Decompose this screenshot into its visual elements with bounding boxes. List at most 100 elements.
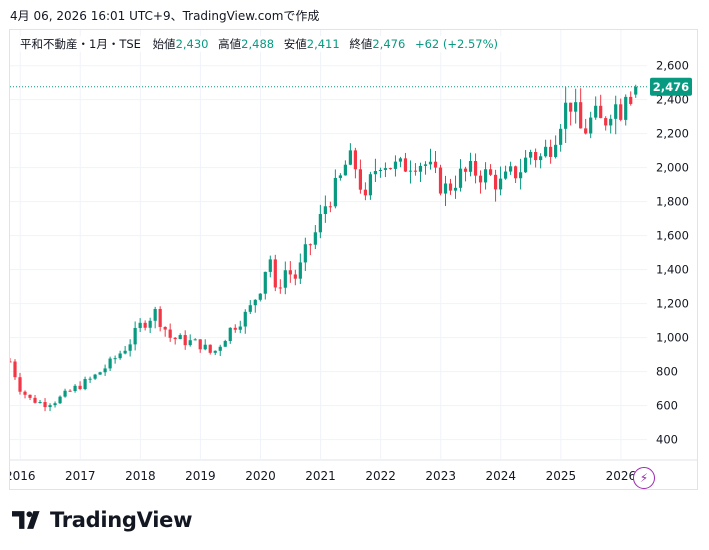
candle-body (539, 156, 543, 161)
candle-body (564, 102, 568, 129)
candle-body (10, 361, 12, 363)
candle-body (98, 372, 102, 375)
legend-symbol: 平和不動産・1月・TSE (20, 37, 141, 51)
x-tick-label: 2024 (485, 469, 516, 483)
candle-body (619, 104, 623, 120)
tradingview-brand[interactable]: TradingView (12, 508, 192, 532)
candle-body (18, 377, 22, 392)
candle-body (288, 270, 292, 275)
candle-body (233, 327, 237, 330)
candle-body (614, 104, 618, 119)
x-tick-label: 2017 (65, 469, 96, 483)
candle-body (343, 164, 347, 176)
candle-body (78, 385, 82, 390)
candle-body (268, 259, 272, 272)
candle-body (398, 158, 403, 162)
x-tick-label: 2022 (365, 469, 396, 483)
x-tick-label: 2025 (546, 469, 577, 483)
candle-body (383, 168, 388, 170)
candle-body (488, 169, 493, 175)
candle-body (498, 178, 503, 190)
x-tick-label: 2016 (10, 469, 35, 483)
legend-high-label: 高値 (218, 37, 242, 51)
legend-close-value: 2,476 (372, 37, 406, 51)
candle-body (599, 105, 603, 119)
legend-open-value: 2,430 (175, 37, 209, 51)
legend-change: +62 (+2.57%) (414, 37, 499, 51)
candle-body (523, 157, 528, 173)
x-tick-label: 2021 (305, 469, 336, 483)
candle-body (253, 299, 257, 306)
candle-body (373, 171, 378, 175)
candle-body (358, 169, 363, 190)
y-tick-label: 2,200 (656, 127, 689, 141)
candle-body (408, 170, 413, 172)
candle-body (518, 172, 523, 179)
last-price-badge (650, 77, 692, 96)
candle-body (308, 244, 312, 246)
candle-body (579, 102, 583, 129)
legend-close-label: 終値 (349, 37, 373, 51)
candle-body (298, 262, 302, 279)
candle-body (133, 327, 137, 345)
events-flash-icon[interactable]: ⚡ (633, 467, 655, 489)
candle-body (554, 144, 558, 157)
candle-body (428, 161, 433, 165)
candle-body (158, 308, 162, 327)
candle-body (173, 337, 177, 340)
candle-body (508, 166, 513, 172)
candle-body (348, 150, 352, 165)
y-tick-label: 1,200 (656, 297, 689, 311)
candle-body (208, 344, 212, 353)
y-tick-label: 800 (656, 365, 678, 379)
candle-body (33, 397, 37, 403)
candle-body (438, 167, 443, 194)
y-tick-label: 1,000 (656, 331, 689, 345)
candle-body (218, 346, 222, 351)
y-tick-label: 2,000 (656, 161, 689, 175)
candle-body (273, 259, 277, 288)
candle-body (198, 339, 202, 350)
candle-body (138, 322, 142, 328)
candle-body (63, 390, 67, 397)
y-tick-label: 1,400 (656, 263, 689, 277)
candle-body (403, 158, 408, 172)
brand-name: TradingView (50, 508, 193, 532)
candle-body (193, 339, 197, 341)
candle-body (468, 161, 473, 172)
candle-body (278, 287, 282, 289)
candle-body (73, 385, 77, 391)
candle-body (604, 118, 608, 126)
candle-body (569, 102, 573, 112)
candlestick-chart[interactable]: 400 600 800 1,000 1,200 1,400 1,600 1,800 2,000 2… (10, 30, 698, 490)
candle-body (143, 322, 147, 328)
last-price-label: 2,476 (653, 80, 689, 94)
candle-body (544, 146, 548, 157)
tradingview-logo-icon (12, 511, 40, 529)
candle-body (293, 274, 297, 279)
candle-body (258, 293, 262, 300)
candle-body (503, 171, 508, 179)
candle-body (368, 174, 373, 196)
snapshot-caption: 4月 06, 2026 16:01 UTC+9、TradingView.comで… (10, 9, 320, 23)
candle-body (303, 244, 307, 263)
x-tick-label: 2026 (606, 469, 637, 483)
candle-body (243, 311, 247, 327)
candle-body (13, 361, 17, 378)
candle-body (529, 152, 533, 158)
candle-body (313, 232, 317, 245)
x-tick-label: 2019 (185, 469, 216, 483)
candle-body (634, 86, 638, 95)
candle-body (48, 405, 52, 408)
candle-body (609, 118, 613, 126)
candle-body (458, 168, 463, 188)
candle-body (108, 358, 112, 369)
legend-low-value: 2,411 (306, 37, 340, 51)
chart-panel[interactable]: 平和不動産・1月・TSE 始値2,430 高値2,488 安値2,411 終値2… (9, 29, 698, 490)
y-tick-label: 1,600 (656, 229, 689, 243)
candle-body (513, 166, 518, 179)
candle-body (549, 146, 553, 157)
candle-body (38, 402, 42, 404)
candle-body (584, 128, 588, 134)
candle-body (58, 396, 62, 404)
